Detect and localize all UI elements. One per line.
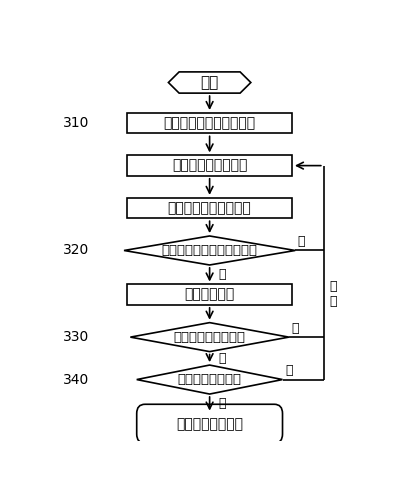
Polygon shape — [169, 72, 251, 93]
Bar — [127, 113, 292, 133]
Text: 薄壁件装夹有限元模型: 薄壁件装夹有限元模型 — [168, 201, 252, 215]
Text: 是: 是 — [218, 397, 226, 410]
Text: 否: 否 — [298, 235, 305, 248]
Text: 分析加工变形: 分析加工变形 — [184, 288, 235, 302]
Text: 输出最终分析结果: 输出最终分析结果 — [176, 417, 243, 431]
Polygon shape — [124, 236, 295, 265]
Text: 满足约束及加工效率要求？: 满足约束及加工效率要求？ — [162, 244, 258, 257]
Text: 确定夹紧力与切削力范围: 确定夹紧力与切削力范围 — [164, 116, 256, 130]
Text: 调
整: 调 整 — [330, 280, 337, 308]
Text: 否: 否 — [285, 364, 292, 377]
Text: 加工变形满足要求？: 加工变形满足要求？ — [173, 331, 246, 344]
Text: 开始: 开始 — [200, 75, 219, 90]
Text: 330: 330 — [63, 330, 90, 344]
Text: 已达到最优匹配？: 已达到最优匹配？ — [178, 373, 242, 386]
Polygon shape — [137, 365, 283, 394]
Bar — [127, 284, 292, 305]
Text: 施加夹紧力与切削力: 施加夹紧力与切削力 — [172, 159, 247, 173]
Text: 310: 310 — [63, 116, 90, 130]
Bar — [127, 155, 292, 176]
Text: 340: 340 — [63, 372, 90, 386]
Bar — [127, 198, 292, 218]
Polygon shape — [130, 322, 289, 352]
Text: 否: 否 — [292, 322, 299, 335]
Text: 320: 320 — [63, 244, 90, 257]
Text: 是: 是 — [218, 352, 226, 365]
Text: 是: 是 — [218, 268, 226, 281]
FancyBboxPatch shape — [137, 404, 283, 443]
